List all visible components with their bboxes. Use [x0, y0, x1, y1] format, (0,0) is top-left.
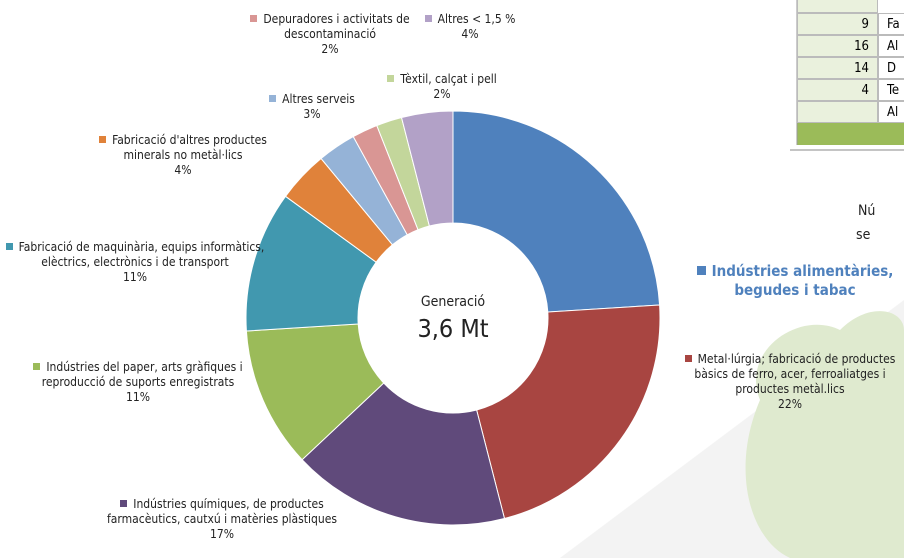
legend-marker [5, 243, 13, 250]
slice-label: Altres serveis 3% [252, 92, 372, 122]
value-label: 11% [126, 390, 150, 404]
table-cell [797, 101, 878, 123]
value-label: 4% [174, 163, 192, 177]
legend-marker [269, 95, 277, 102]
slice-label: Indústries alimentàries, begudes i tabac [680, 262, 904, 300]
legend-marker [120, 500, 128, 507]
category-label: Tèxtil, calçat i pell [400, 72, 497, 86]
table-cell: D [878, 57, 904, 79]
value-label: 17% [210, 527, 234, 541]
value-label: 11% [123, 270, 147, 284]
slice [301, 382, 506, 526]
side-text: se [856, 227, 871, 243]
table-cell: 9 [797, 13, 878, 35]
category-label: Indústries químiques, de productes farma… [107, 497, 337, 526]
category-label: Fabricació d'altres productes minerals n… [112, 133, 267, 162]
legend-marker [250, 15, 258, 22]
table-cell: 16 [797, 35, 878, 57]
table-cell: 4 [797, 79, 878, 101]
value-label: 2% [321, 42, 339, 56]
legend-marker [684, 355, 692, 362]
category-label: Indústries alimentàries, begudes i tabac [711, 262, 894, 299]
legend-marker [424, 15, 432, 22]
table-footer [797, 123, 904, 145]
value-label: 2% [433, 87, 451, 101]
center-value: 3,6 Mt [417, 314, 488, 343]
center-title: Generació [421, 294, 486, 310]
table-cell: Te [878, 79, 904, 101]
table-cell: Al [878, 35, 904, 57]
category-label: Altres < 1,5 % [437, 12, 516, 26]
slice-label: Indústries químiques, de productes farma… [97, 497, 347, 542]
category-label: Indústries del paper, arts gràfiques i r… [41, 360, 243, 389]
value-label: 22% [778, 397, 802, 411]
legend-marker [387, 75, 395, 82]
value-label: 4% [461, 27, 479, 41]
slice-label: Indústries del paper, arts gràfiques i r… [3, 360, 273, 405]
legend-marker [99, 136, 107, 143]
slice-label: Fabricació de maquinària, equips informà… [5, 240, 265, 285]
table-cell: Fa [878, 13, 904, 35]
slice [452, 110, 661, 313]
table-cell: 14 [797, 57, 878, 79]
legend-marker [33, 363, 41, 370]
slice-label: Depuradores i activitats de descontamina… [240, 12, 420, 57]
table-cell: Al [878, 101, 904, 123]
table-cell [797, 0, 878, 13]
slice [476, 304, 661, 520]
slice [400, 110, 454, 227]
slice-label: Tèxtil, calçat i pell 2% [377, 72, 507, 102]
category-label: Altres serveis [282, 92, 355, 106]
category-label: Metal·lúrgia; fabricació de productes bà… [694, 352, 896, 396]
slice-label: Fabricació d'altres productes minerals n… [83, 133, 283, 178]
cloud-shape [745, 311, 904, 558]
legend-marker [696, 266, 706, 275]
category-label: Fabricació de maquinària, equips informà… [18, 240, 265, 269]
slice-label: Metal·lúrgia; fabricació de productes bà… [670, 352, 904, 412]
value-label: 3% [303, 107, 321, 121]
slice-label: Altres < 1,5 % 4% [415, 12, 525, 42]
side-text: Nú [858, 203, 876, 219]
category-label: Depuradores i activitats de descontamina… [263, 12, 410, 41]
